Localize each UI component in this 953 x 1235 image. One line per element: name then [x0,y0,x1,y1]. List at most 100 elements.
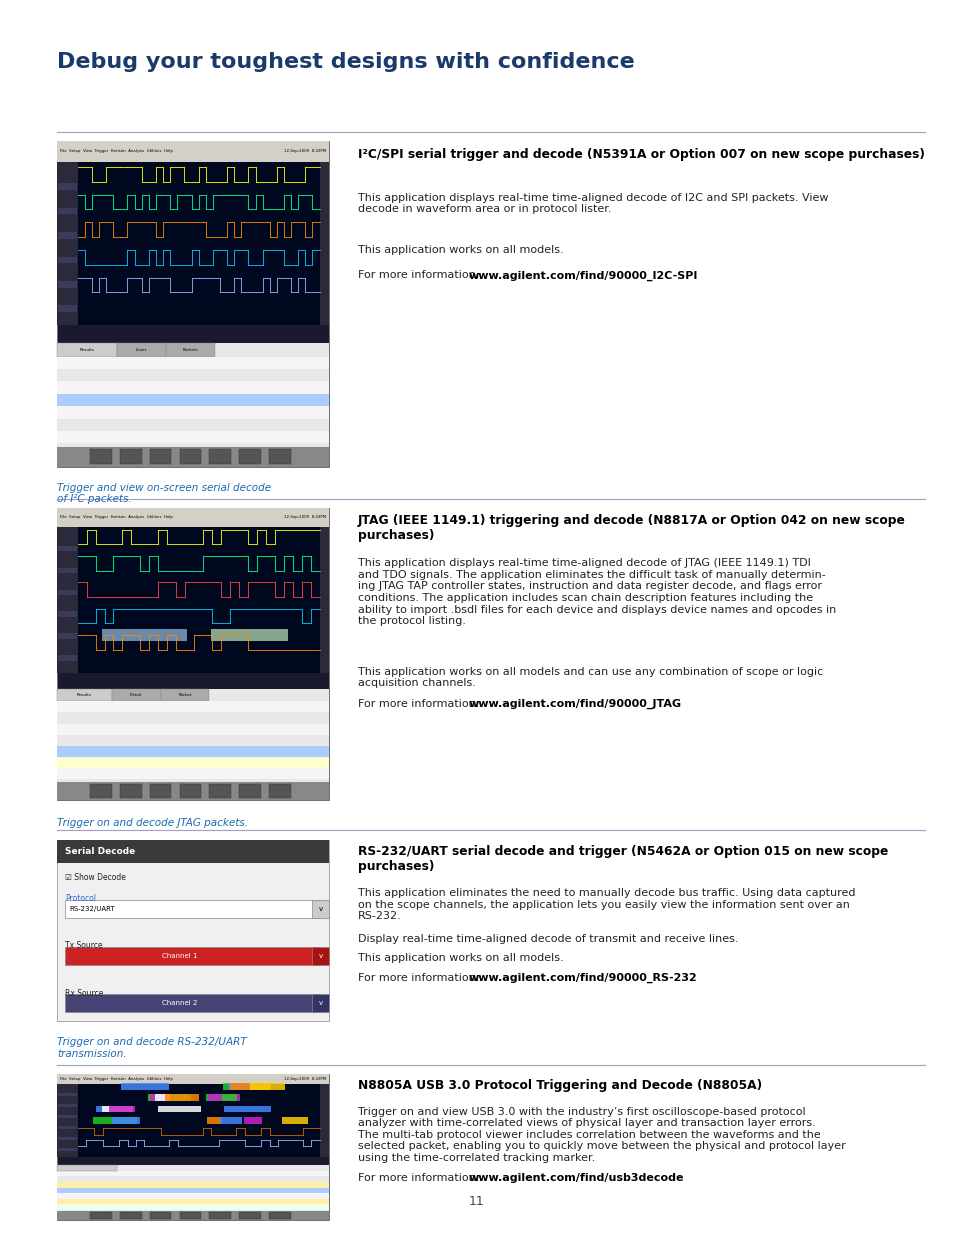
Bar [312,994,329,1013]
Bar [57,343,117,357]
Bar [57,713,329,724]
Text: This application eliminates the need to manually decode bus traffic. Using data : This application eliminates the need to … [357,888,854,921]
Text: v: v [318,953,322,960]
Bar [58,1137,76,1140]
Text: 12-Sep-2009  8:32PM: 12-Sep-2009 8:32PM [284,149,326,153]
Text: 12-Sep-2009  8:32PM: 12-Sep-2009 8:32PM [284,515,326,519]
Text: For more information:: For more information: [357,270,482,280]
Bar [58,282,76,288]
Text: v: v [318,905,322,911]
Bar [57,1182,329,1188]
Text: 12-Sep-2009  8:32PM: 12-Sep-2009 8:32PM [284,1077,326,1081]
Bar [211,629,288,641]
Bar [57,1204,329,1209]
Text: RS-232/UART: RS-232/UART [70,905,115,911]
Bar [102,1105,133,1113]
Bar [57,757,329,768]
Text: Debug your toughest designs with confidence: Debug your toughest designs with confide… [57,52,635,72]
Bar [57,1177,329,1182]
Bar [57,406,329,419]
Bar [210,784,231,798]
Bar [57,735,329,746]
Bar [158,1105,200,1113]
Bar [312,947,329,965]
Bar [77,162,319,325]
Text: Serial Decode: Serial Decode [65,847,135,856]
Bar [90,1213,112,1219]
Bar [228,1083,271,1089]
Bar [57,1193,329,1199]
Text: RS-232/UART serial decode and trigger (N5462A or Option 015 on new scope
purchas: RS-232/UART serial decode and trigger (N… [357,845,887,873]
Text: Packets: Packets [182,348,198,352]
Bar [57,343,329,467]
Text: Trigger and view on-screen serial decode
of I²C packets.: Trigger and view on-screen serial decode… [57,483,271,504]
Text: Display real-time time-aligned decode of transmit and receive lines.: Display real-time time-aligned decode of… [357,934,738,944]
Text: Lister: Lister [135,348,147,352]
Text: I²C/SPI serial trigger and decode (N5391A or Option 007 on new scope purchases): I²C/SPI serial trigger and decode (N5391… [357,148,923,162]
Bar [154,1094,171,1102]
Bar [312,900,329,918]
Bar [206,1094,223,1102]
Bar [269,784,291,798]
Bar [58,611,76,618]
Bar [58,1149,76,1151]
Bar [77,526,319,673]
Bar [250,1083,285,1089]
Bar [148,1094,187,1102]
Bar [269,1213,291,1219]
Bar [219,1118,242,1124]
Bar [57,724,329,735]
Bar [210,1213,231,1219]
Bar [112,1118,140,1124]
Text: JTAG (IEEE 1149.1) triggering and decode (N8817A or Option 042 on new scope
purc: JTAG (IEEE 1149.1) triggering and decode… [357,514,904,542]
Bar [120,450,141,464]
Bar [112,689,160,701]
Text: This application works on all models.: This application works on all models. [357,953,563,963]
Bar [239,1213,261,1219]
Bar [57,162,77,325]
Text: File  Setup  View  Trigger  Horisim  Analysis  Utilities  Help: File Setup View Trigger Horisim Analysis… [60,1077,172,1081]
Text: www.agilent.com/find/90000_I2C-SPI: www.agilent.com/find/90000_I2C-SPI [468,270,697,280]
Bar [57,689,329,800]
Text: ☑ Show Decode: ☑ Show Decode [65,872,126,882]
Bar [57,1171,329,1177]
Text: This application works on all models.: This application works on all models. [357,245,563,254]
Bar [57,443,329,456]
Bar [120,784,141,798]
Text: Trigger on and decode RS-232/UART
transmission.: Trigger on and decode RS-232/UART transm… [57,1037,247,1058]
Bar [319,1084,329,1157]
Bar [243,1118,261,1124]
Bar [117,343,166,357]
Bar [58,1093,76,1097]
Bar [57,1212,329,1220]
Bar [209,1094,240,1102]
Bar [57,689,112,701]
Bar [57,431,329,443]
Bar [92,1118,137,1124]
Bar [58,656,76,661]
Text: v: v [318,1000,322,1007]
Bar [150,450,172,464]
Text: Tx Source: Tx Source [65,941,102,951]
Bar [57,768,329,779]
Bar [57,508,329,526]
Bar [210,450,231,464]
Bar [221,1094,236,1102]
Text: Packet: Packet [178,693,192,698]
Bar [150,1094,170,1102]
Bar [65,900,321,918]
Bar [90,450,112,464]
Bar [224,1105,271,1113]
Text: This application displays real-time time-aligned decode of JTAG (IEEE 1149.1) TD: This application displays real-time time… [357,558,835,626]
Text: Trigger on and decode JTAG packets.: Trigger on and decode JTAG packets. [57,818,248,827]
Bar [58,232,76,238]
Bar [57,419,329,431]
Bar [65,994,321,1013]
Bar [58,1115,76,1118]
Bar [57,1165,329,1220]
Bar [150,784,172,798]
Text: Channel 1: Channel 1 [162,953,197,960]
Bar [102,629,187,641]
Bar [57,746,329,757]
Bar [121,1083,169,1089]
